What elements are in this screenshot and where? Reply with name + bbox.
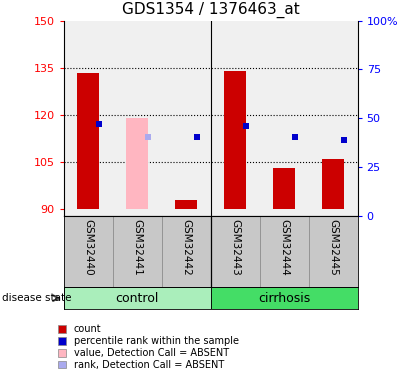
Text: GSM32441: GSM32441 <box>132 219 142 276</box>
Bar <box>77 72 99 209</box>
Bar <box>322 159 344 209</box>
Text: GSM32445: GSM32445 <box>328 219 338 276</box>
Bar <box>64 287 210 309</box>
Text: GSM32443: GSM32443 <box>230 219 240 276</box>
Legend: count, percentile rank within the sample, value, Detection Call = ABSENT, rank, : count, percentile rank within the sample… <box>58 324 239 370</box>
Bar <box>224 71 246 209</box>
Text: GSM32444: GSM32444 <box>279 219 289 276</box>
Text: disease state: disease state <box>2 293 72 303</box>
Text: GSM32442: GSM32442 <box>181 219 191 276</box>
Bar <box>175 200 197 209</box>
Text: control: control <box>115 292 159 304</box>
Bar <box>273 168 295 209</box>
Text: cirrhosis: cirrhosis <box>258 292 310 304</box>
Bar <box>211 287 358 309</box>
Title: GDS1354 / 1376463_at: GDS1354 / 1376463_at <box>122 2 300 18</box>
Text: GSM32440: GSM32440 <box>83 219 93 276</box>
Bar <box>126 118 148 209</box>
